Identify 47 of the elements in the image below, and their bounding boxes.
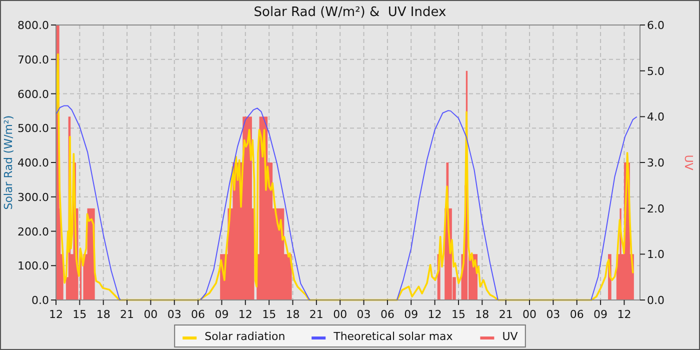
- x-tick-label: 12: [49, 308, 63, 321]
- y-tick-label: 800.0: [18, 19, 49, 32]
- chart-title: Solar Rad (W/m²) & UV Index: [254, 5, 447, 20]
- y2-tick-label: 2.0: [647, 202, 664, 216]
- x-tick-label: 15: [262, 308, 276, 321]
- x-tick-label: 21: [498, 308, 513, 321]
- y-tick-label: 0.0: [32, 294, 49, 307]
- x-tick-label: 18: [286, 308, 300, 321]
- y2-axis-title: UV: [682, 154, 695, 171]
- y-tick-label: 100.0: [18, 260, 49, 273]
- x-tick-label: 15: [72, 308, 87, 321]
- y-tick-label: 400.0: [18, 156, 49, 170]
- y2-tick-label: 3.0: [647, 156, 664, 170]
- legend-label: Solar radiation: [204, 330, 286, 343]
- x-tick-label: 18: [475, 308, 490, 321]
- x-tick-label: 09: [594, 308, 608, 321]
- legend-label: Theoretical solar max: [332, 330, 454, 343]
- y2-tick-label: 6.0: [647, 19, 664, 32]
- x-tick-label: 03: [546, 308, 560, 321]
- x-tick-label: 21: [309, 308, 324, 321]
- x-tick-label: 00: [522, 308, 537, 321]
- x-tick-label: 12: [428, 308, 442, 321]
- x-tick-label: 12: [238, 308, 252, 321]
- x-tick-label: 09: [404, 308, 418, 321]
- y2-tick-label: 5.0: [647, 64, 664, 78]
- x-tick-label: 18: [96, 308, 110, 321]
- y-tick-label: 200.0: [18, 225, 49, 238]
- y2-tick-label: 1.0: [647, 248, 664, 262]
- y-tick-label: 600.0: [18, 88, 49, 101]
- x-tick-label: 06: [570, 308, 584, 321]
- x-tick-label: 00: [333, 308, 348, 321]
- x-tick-label: 09: [214, 308, 229, 321]
- y-tick-label: 300.0: [18, 190, 49, 204]
- x-tick-label: 21: [120, 308, 134, 321]
- y2-tick-label: 0.0: [647, 294, 664, 307]
- x-tick-label: 15: [451, 308, 466, 321]
- legend-label: UV: [502, 330, 518, 343]
- x-tick-label: 03: [167, 308, 182, 321]
- x-tick-label: 00: [144, 308, 158, 321]
- y-axis-title: Solar Rad (W/m²): [2, 115, 15, 210]
- y-tick-label: 700.0: [18, 53, 49, 66]
- x-tick-label: 12: [617, 308, 632, 321]
- y2-tick-label: 4.0: [647, 110, 664, 124]
- x-tick-label: 06: [191, 308, 206, 321]
- y-tick-label: 500.0: [18, 122, 49, 136]
- x-tick-label: 03: [356, 308, 371, 321]
- x-tick-label: 06: [380, 308, 394, 321]
